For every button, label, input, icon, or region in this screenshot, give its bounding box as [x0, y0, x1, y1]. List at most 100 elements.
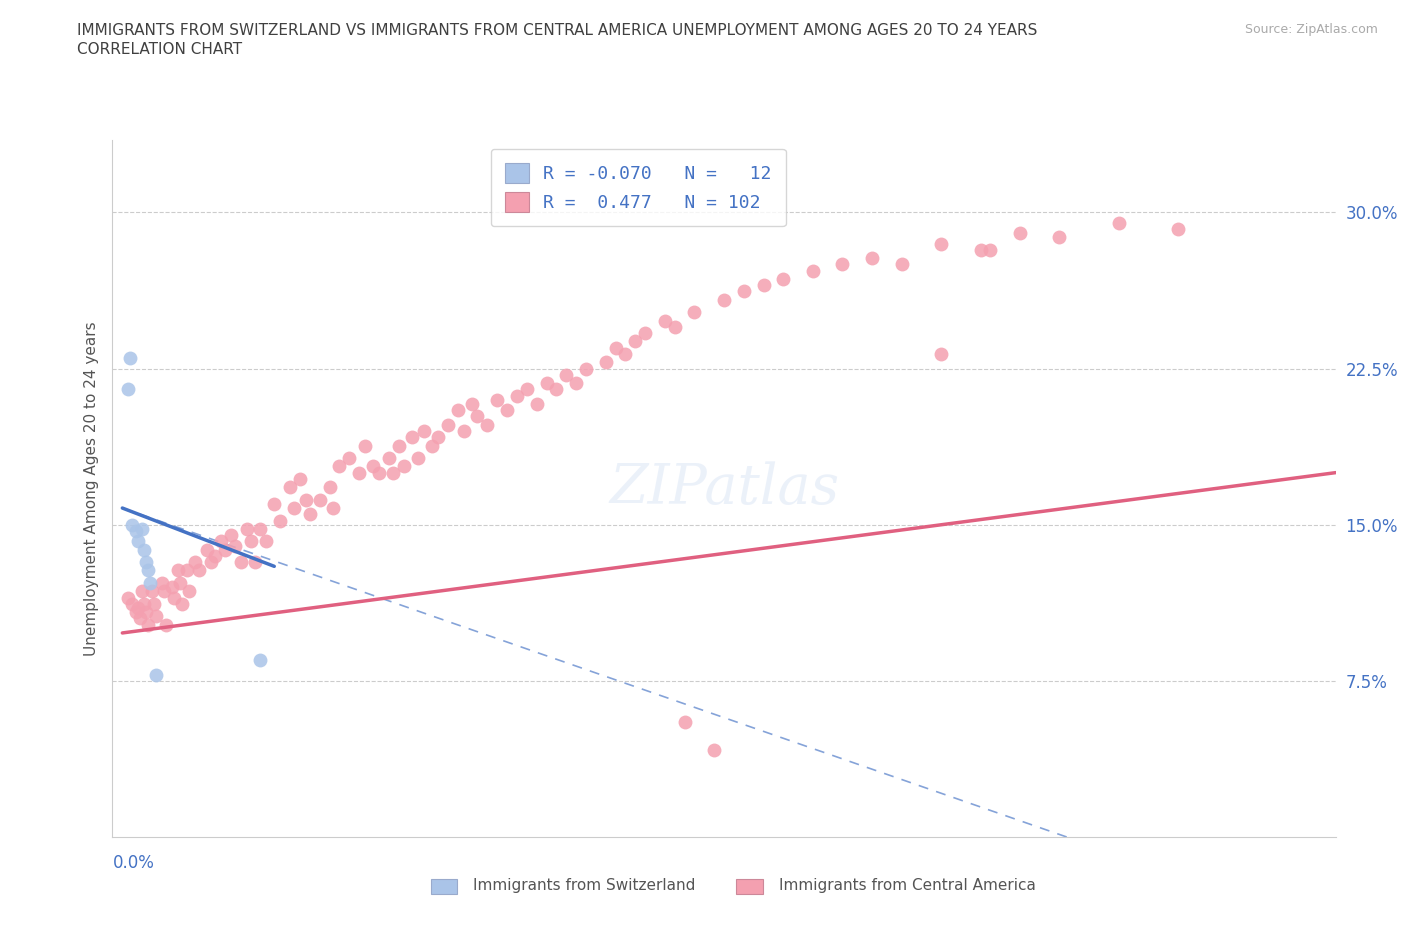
Point: [117, 591, 139, 605]
Point: [654, 313, 676, 328]
Text: Immigrants from Switzerland: Immigrants from Switzerland: [474, 878, 696, 894]
Text: Immigrants from Central America: Immigrants from Central America: [779, 878, 1036, 894]
Point: [408, 451, 430, 466]
Point: [179, 584, 201, 599]
Point: [298, 507, 321, 522]
Point: [127, 601, 149, 616]
Point: [733, 284, 755, 299]
Point: [295, 492, 318, 507]
Point: [136, 563, 159, 578]
Point: [188, 563, 211, 578]
Point: [354, 438, 377, 453]
Point: [318, 480, 340, 495]
Point: [394, 458, 416, 473]
FancyBboxPatch shape: [737, 879, 763, 895]
Point: [413, 423, 436, 438]
Point: [131, 522, 153, 537]
Point: [152, 584, 174, 599]
Point: [831, 257, 853, 272]
Text: ZIPatlas: ZIPatlas: [609, 461, 839, 515]
Point: [254, 534, 277, 549]
Point: [278, 480, 301, 495]
Point: [447, 403, 470, 418]
Point: [166, 563, 188, 578]
Point: [120, 351, 142, 365]
Point: [713, 292, 735, 307]
Point: [929, 236, 952, 251]
Point: [1167, 221, 1189, 236]
Point: [979, 243, 1001, 258]
Point: [176, 563, 198, 578]
Y-axis label: Unemployment Among Ages 20 to 24 years: Unemployment Among Ages 20 to 24 years: [83, 321, 98, 656]
Point: [125, 524, 148, 538]
Point: [624, 334, 647, 349]
Point: [200, 554, 222, 569]
Point: [801, 263, 824, 278]
Point: [1008, 226, 1031, 241]
Point: [555, 367, 578, 382]
Point: [347, 465, 370, 480]
Point: [204, 549, 226, 564]
Point: [890, 257, 912, 272]
Point: [496, 403, 519, 418]
Point: [135, 554, 157, 569]
Point: [121, 517, 143, 532]
Point: [437, 418, 460, 432]
Text: Source: ZipAtlas.com: Source: ZipAtlas.com: [1244, 23, 1378, 36]
Point: [634, 326, 657, 340]
Point: [121, 596, 143, 611]
Point: [929, 347, 952, 362]
Point: [477, 418, 499, 432]
Point: [132, 542, 155, 557]
Point: [673, 715, 696, 730]
Point: [969, 243, 991, 258]
Point: [129, 611, 152, 626]
Point: [308, 492, 330, 507]
Point: [249, 653, 271, 668]
Point: [526, 396, 548, 411]
Point: [387, 438, 409, 453]
Point: [420, 438, 443, 453]
Point: [427, 430, 450, 445]
Legend: R = -0.070   N =   12, R =  0.477   N = 102: R = -0.070 N = 12, R = 0.477 N = 102: [491, 149, 786, 226]
Point: [229, 554, 252, 569]
Point: [460, 396, 482, 411]
Point: [453, 423, 475, 438]
Text: CORRELATION CHART: CORRELATION CHART: [77, 42, 242, 57]
Point: [145, 667, 167, 682]
Point: [219, 527, 242, 542]
Point: [145, 609, 167, 624]
Point: [595, 355, 617, 370]
Point: [235, 522, 257, 537]
Point: [605, 340, 627, 355]
Point: [377, 451, 399, 466]
Point: [142, 596, 165, 611]
Point: [160, 579, 183, 594]
Point: [139, 576, 162, 591]
Point: [141, 584, 163, 599]
Point: [131, 584, 153, 599]
Point: [860, 251, 883, 266]
Point: [135, 604, 157, 619]
Point: [283, 500, 305, 515]
Point: [184, 554, 207, 569]
Point: [361, 458, 384, 473]
Point: [195, 542, 218, 557]
Point: [337, 451, 360, 466]
Point: [367, 465, 389, 480]
Point: [683, 305, 706, 320]
Point: [703, 742, 725, 757]
Point: [170, 596, 193, 611]
Point: [125, 604, 148, 619]
Point: [401, 430, 423, 445]
Point: [322, 500, 344, 515]
Point: [575, 361, 598, 376]
Point: [614, 347, 637, 362]
Point: [1108, 216, 1130, 231]
Point: [288, 472, 311, 486]
Point: [263, 497, 285, 512]
Point: [565, 376, 588, 391]
Point: [155, 618, 177, 632]
Point: [536, 376, 558, 391]
Point: [664, 319, 686, 334]
